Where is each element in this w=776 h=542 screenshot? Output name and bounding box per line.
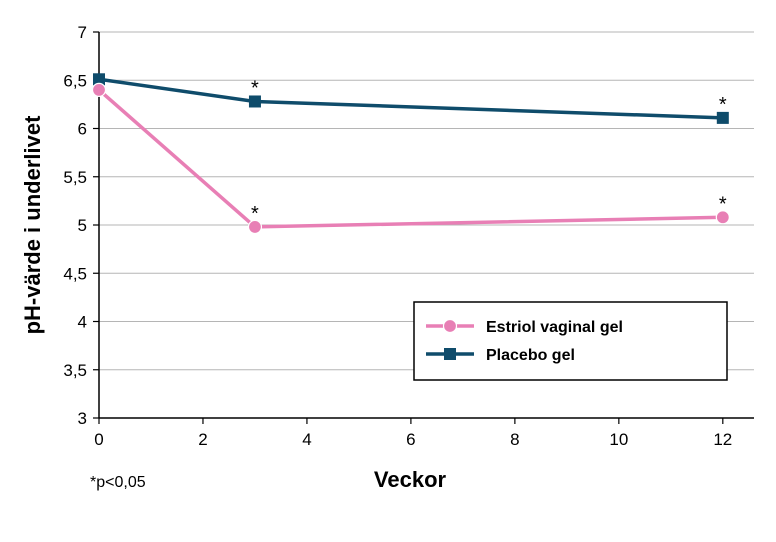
x-tick-label: 0	[94, 430, 103, 449]
legend-item-0: Estriol vaginal gel	[426, 318, 623, 336]
tick-labels: 3 3,5 4 4,5 5 5,5 6 6,5 7 0 2 4 6 8 10 12	[63, 23, 732, 449]
significance-marker: *	[251, 77, 259, 99]
y-axis-label: pH-värde i underlivet	[20, 115, 45, 335]
data-point	[715, 210, 730, 225]
x-tick-label: 2	[198, 430, 207, 449]
significance-marker: *	[251, 203, 259, 225]
legend-marker	[442, 318, 458, 334]
data-point	[93, 73, 105, 86]
legend-marker	[444, 348, 456, 360]
x-tick-label: 4	[302, 430, 311, 449]
y-tick-label: 4	[78, 313, 87, 332]
x-tick-label: 6	[406, 430, 415, 449]
footnote: *p<0,05	[90, 474, 146, 491]
series-line	[98, 77, 723, 120]
y-tick-label: 5	[78, 216, 87, 235]
axes	[93, 31, 754, 424]
y-tick-label: 3	[78, 409, 87, 428]
legend-label: Placebo gel	[486, 347, 575, 364]
x-tick-label: 12	[713, 430, 732, 449]
y-tick-label: 7	[78, 23, 87, 42]
data-point	[247, 219, 263, 235]
y-tick-label: 3,5	[63, 361, 87, 380]
grid	[99, 31, 754, 371]
series-layer: *** *	[91, 73, 730, 235]
series-line	[97, 88, 723, 229]
y-tick-label: 4,5	[63, 264, 87, 283]
y-tick-label: 6	[78, 120, 87, 139]
series-1: **	[93, 73, 729, 124]
legend-item-1: Placebo gel	[426, 347, 575, 364]
y-tick-label: 6,5	[63, 71, 87, 90]
significance-marker: *	[719, 94, 727, 116]
legend-box	[413, 301, 728, 381]
x-axis-label: Veckor	[374, 467, 447, 492]
x-tick-label: 10	[609, 430, 628, 449]
x-tick-label: 8	[510, 430, 519, 449]
data-point	[716, 111, 729, 124]
y-tick-label: 5,5	[63, 168, 87, 187]
significance-marker: *	[719, 193, 727, 215]
series-0: * *	[91, 82, 730, 235]
legend: Estriol vaginal gel Placebo gel	[413, 301, 728, 381]
legend-label: Estriol vaginal gel	[486, 319, 623, 336]
data-point	[248, 95, 261, 108]
data-point	[91, 82, 107, 98]
